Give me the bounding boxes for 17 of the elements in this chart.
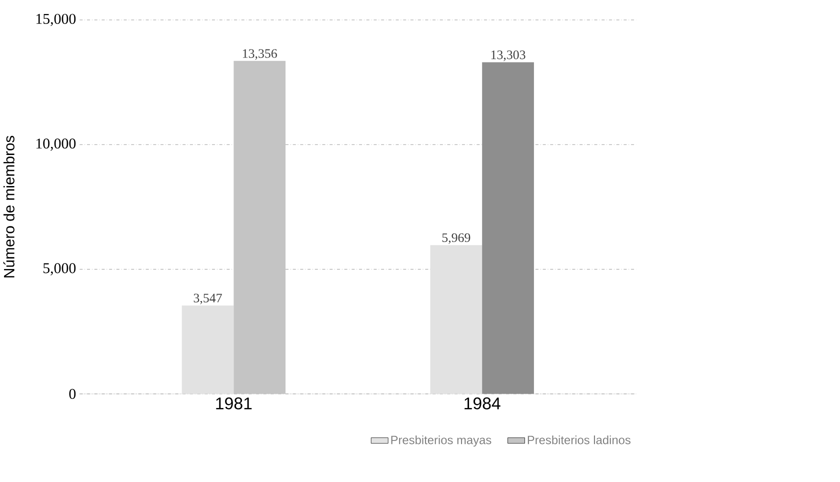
y-tick-label: 5,000 — [43, 263, 76, 276]
bar — [482, 62, 534, 394]
bar — [234, 61, 286, 394]
legend-label: Presbiterios ladinos — [528, 436, 630, 444]
x-tick-label: 1981 — [216, 398, 252, 410]
y-tick-label: 10,000 — [36, 138, 76, 151]
data-label: 13,303 — [491, 50, 526, 62]
data-label: 5,969 — [442, 234, 470, 244]
legend-label: Presbiterios mayas — [391, 436, 492, 447]
y-tick-label: 15,000 — [36, 14, 76, 26]
x-tick-label: 1984 — [464, 398, 500, 410]
data-label: 13,356 — [242, 49, 277, 60]
y-tick-label: 0 — [69, 389, 76, 400]
y-axis-title: Número de miembros — [3, 136, 14, 278]
data-label: 3,547 — [194, 294, 222, 304]
bar — [182, 306, 234, 394]
bar — [430, 245, 482, 394]
